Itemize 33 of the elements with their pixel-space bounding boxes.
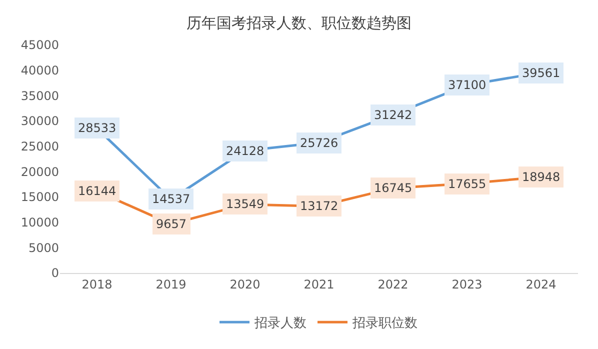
data-label: 28533 [78, 121, 116, 135]
y-tick-label: 0 [51, 266, 59, 280]
legend-label: 招录人数 [254, 316, 306, 332]
y-tick-label: 15000 [20, 190, 59, 204]
data-label: 16745 [374, 181, 412, 195]
x-tick-label: 2018 [82, 277, 112, 292]
y-tick-label: 30000 [20, 114, 59, 128]
y-tick-label: 10000 [20, 216, 59, 230]
y-tick-label: 35000 [20, 88, 59, 103]
data-label: 24128 [226, 144, 264, 158]
data-label: 18948 [522, 170, 560, 184]
data-label: 25726 [300, 136, 338, 150]
data-label: 39561 [522, 66, 560, 80]
y-tick-label: 20000 [20, 164, 59, 179]
y-tick-label: 5000 [28, 240, 59, 255]
x-tick-label: 2019 [156, 277, 186, 292]
data-label: 13549 [226, 197, 264, 211]
legend-label: 招录职位数 [352, 316, 418, 332]
chart-title: 历年国考招录人数、职位数趋势图 [186, 14, 412, 32]
x-tick-label: 2023 [452, 277, 482, 292]
x-tick-label: 2021 [304, 277, 334, 292]
x-tick-label: 2022 [378, 277, 408, 292]
data-label: 31242 [374, 108, 412, 122]
x-tick-label: 2020 [230, 277, 260, 292]
y-tick-label: 45000 [20, 38, 59, 52]
x-tick-label: 2024 [526, 277, 556, 292]
data-label: 17655 [448, 177, 486, 191]
data-label: 14537 [152, 192, 190, 206]
y-tick-label: 25000 [20, 140, 59, 154]
y-tick-label: 40000 [20, 64, 59, 78]
data-label: 37100 [448, 78, 486, 92]
data-label: 16144 [78, 184, 116, 198]
data-label: 13172 [300, 199, 338, 213]
